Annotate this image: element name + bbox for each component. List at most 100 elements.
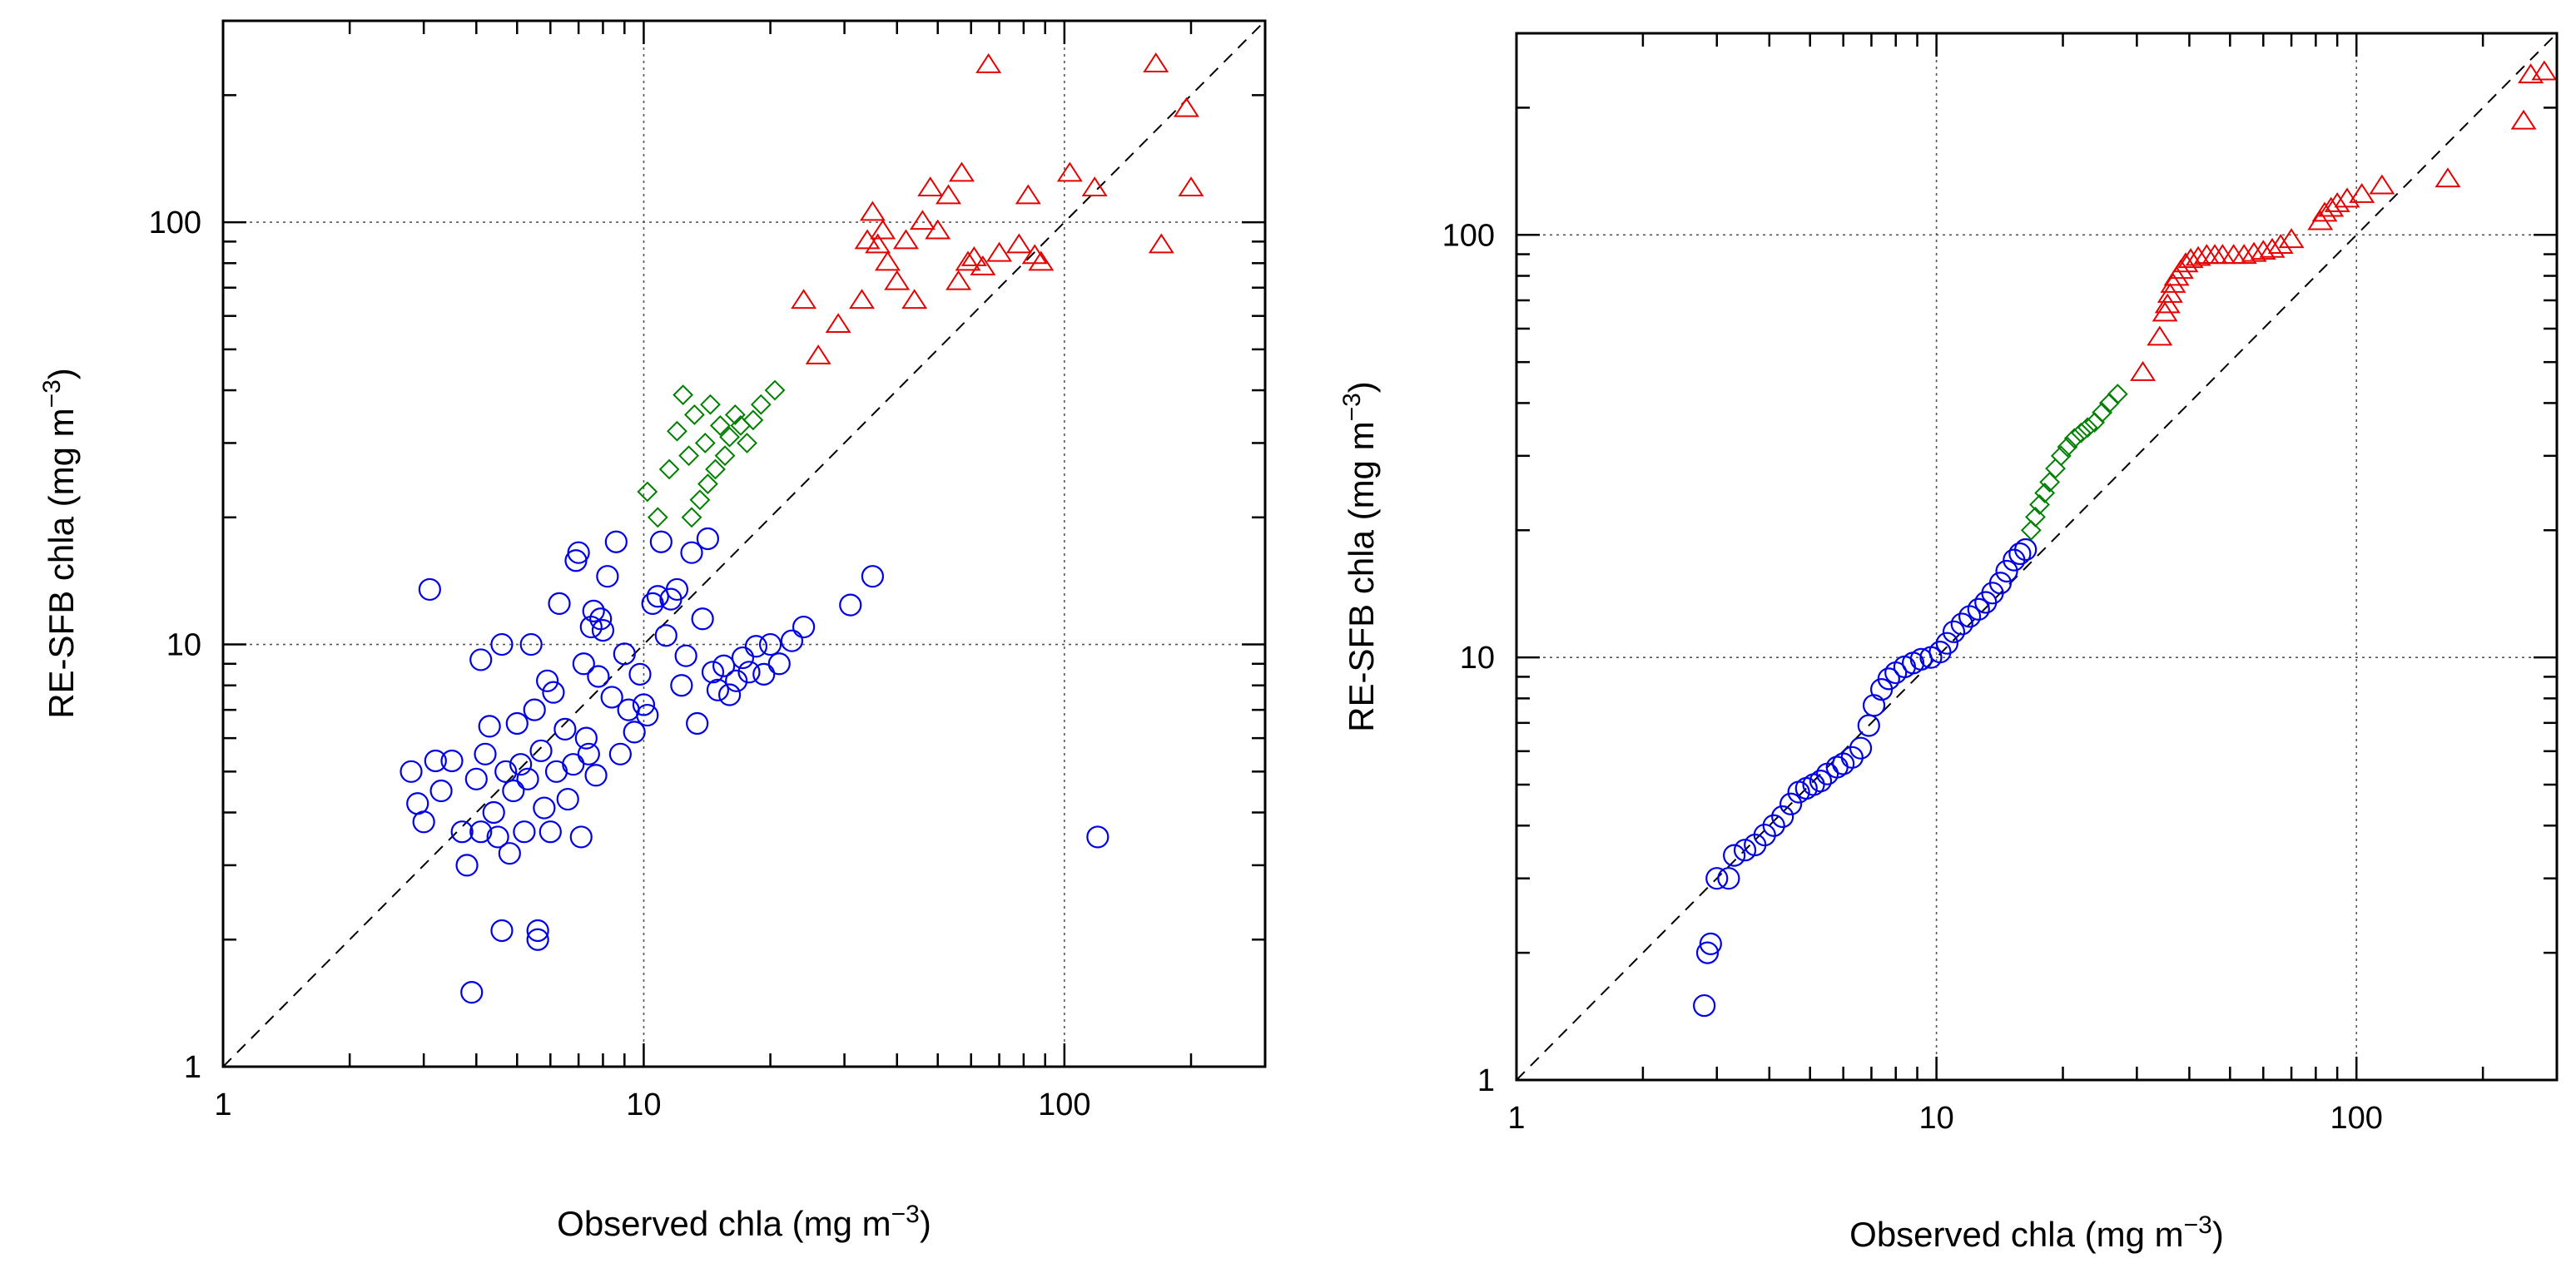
data-point-circle [1723,844,1746,867]
data-point-circle [486,825,509,849]
data-point-triangle [909,210,936,230]
data-point-triangle [1015,184,1041,205]
data-point-circle [717,683,742,706]
x-tick-label: 10 [1918,1101,1953,1136]
data-point-circle [1699,932,1722,955]
data-point-circle [632,693,656,716]
x-axis-label: Observed chla (mg m−3) [1849,1211,2224,1254]
data-point-triangle [2185,245,2211,266]
data-point-circle [1762,814,1785,837]
data-point-circle [474,742,497,765]
data-point-circle [680,541,703,564]
data-point-diamond [2077,417,2098,438]
data-point-circle [539,820,562,844]
data-point-circle [591,618,615,642]
data-point-circle [542,681,565,704]
data-point-circle [505,711,529,736]
data-point-triangle [955,250,981,271]
x-tick-label: 10 [626,1087,661,1122]
data-point-circle [696,527,719,551]
data-point-circle [450,820,474,844]
data-point-triangle [1028,250,1055,271]
data-point-diamond [678,445,700,467]
data-point-circle [1779,792,1803,815]
data-point-triangle [2259,237,2286,258]
data-point-circle [1995,559,2018,583]
data-points [1693,60,2557,1018]
data-point-circle [1771,805,1794,829]
data-point-circle [1928,641,1952,664]
data-point-circle [1840,746,1864,769]
data-point-circle [574,726,598,750]
data-point-diamond [2050,445,2072,467]
data-point-circle [839,593,862,617]
data-point-triangle [2157,282,2183,303]
data-point-diamond [683,404,705,425]
data-point-circle [553,717,577,741]
data-point-circle [670,674,693,697]
data-point-circle [516,767,539,790]
data-point-triangle [1005,233,1032,254]
data-point-triangle [2531,60,2557,81]
data-point-circle [780,629,804,652]
data-point-triangle [849,289,875,310]
data-point-circle [792,615,816,639]
data-point-triangle [854,229,881,250]
data-point-circle [1695,941,1720,964]
data-point-circle [604,530,628,553]
x-tick-label: 1 [214,1087,231,1122]
data-point-circle [646,585,669,608]
data-point-diamond [2025,506,2046,528]
data-point-triangle [2177,248,2204,269]
y-tick-label: 10 [166,628,201,663]
y-axis-label: RE-SFB chla (mg m−3) [1338,381,1381,732]
data-point-circle [482,800,505,825]
data-point-circle [418,577,441,602]
data-point-diamond [2092,402,2113,424]
data-point-triangle [2250,240,2276,260]
data-point-triangle [2349,183,2375,203]
data-point-diamond [2045,458,2066,479]
data-point-triangle [805,344,831,364]
data-point-circle [1693,993,1716,1018]
data-point-circle [490,632,514,656]
data-point-triangle [2278,228,2305,249]
data-point-circle [523,698,546,721]
one-to-one-line [1516,33,2557,1080]
data-point-diamond [700,394,721,415]
data-point-circle [654,624,678,647]
data-point-diamond [719,426,741,448]
data-point-circle [587,665,610,688]
data-point-circle [494,760,518,783]
y-tick-label: 1 [184,1050,201,1085]
data-point-circle [490,919,514,943]
data-point-triangle [2209,244,2236,265]
data-point-diamond [694,433,716,453]
data-point-triangle [2510,109,2537,130]
plot-frame [221,19,1267,1068]
data-point-circle [460,981,484,1004]
data-point-circle [706,678,730,701]
data-point-circle [526,919,549,943]
data-point-circle [478,715,501,738]
data-point-diamond [714,445,736,467]
data-point-circle [2014,537,2037,562]
data-point-diamond [681,507,702,528]
data-point-triangle [2267,234,2294,255]
plot-frame [1515,32,2559,1082]
data-point-triangle [2241,241,2267,262]
data-point-triangle [986,241,1013,262]
data-point-circle [502,779,525,803]
data-point-circle [701,661,725,684]
data-point-circle [577,742,600,765]
data-point-triangle [917,176,944,196]
data-point-diamond [705,458,726,480]
y-tick-label: 100 [149,206,201,240]
data-point-circle [1877,667,1900,691]
data-point-triangle [865,233,891,254]
data-point-triangle [2369,174,2395,195]
data-point-circle [513,820,536,844]
data-point-diamond [742,409,764,431]
data-point-circle [1705,867,1729,890]
data-point-circle [641,592,664,615]
